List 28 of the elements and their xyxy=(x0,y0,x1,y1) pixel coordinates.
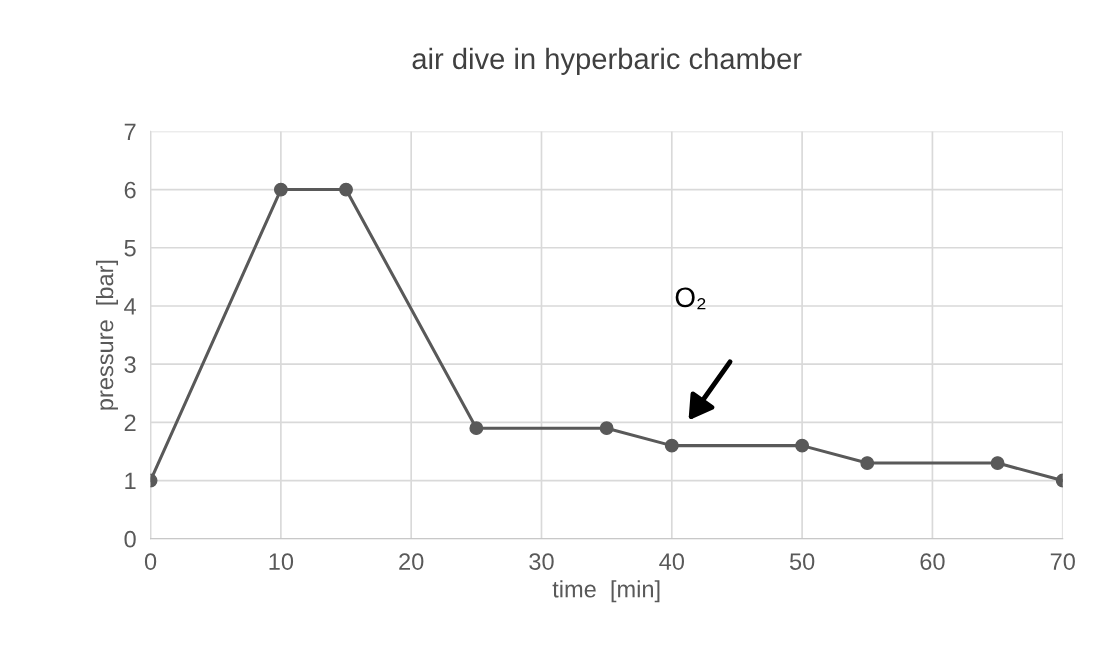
point xyxy=(599,421,614,436)
y-tick-label: 2 xyxy=(124,414,136,431)
x-tick-label: 0 xyxy=(144,553,157,570)
y-tick-label: 1 xyxy=(125,472,136,490)
point xyxy=(664,438,679,453)
y-tick-label: 7 xyxy=(124,123,136,140)
x-tick-label: 50 xyxy=(789,553,815,570)
point xyxy=(990,456,1005,471)
x-tick-label: 30 xyxy=(529,553,554,570)
y-tick-label: 5 xyxy=(124,240,136,257)
point xyxy=(469,421,484,436)
x-tick-label: 10 xyxy=(269,553,294,570)
y-tick-label: 0 xyxy=(124,530,136,548)
y-tick-label: 4 xyxy=(124,298,136,315)
x-tick-label: 20 xyxy=(399,553,424,570)
y-tick-label: 3 xyxy=(124,356,136,373)
chart-title: air dive in hyperbaric chamber xyxy=(412,47,802,75)
point xyxy=(273,182,288,197)
x-tick-label: 60 xyxy=(920,553,945,570)
y-tick-label: 6 xyxy=(124,181,136,199)
annotation: O₂ xyxy=(675,287,706,310)
x-tick-label: 40 xyxy=(659,553,685,570)
x-tick-label: 70 xyxy=(1050,553,1075,570)
point xyxy=(339,182,353,197)
point xyxy=(860,456,875,471)
y-axis-title: pressure [bar] xyxy=(95,260,118,410)
x-axis-title: time [min] xyxy=(552,580,660,603)
point xyxy=(795,438,810,453)
